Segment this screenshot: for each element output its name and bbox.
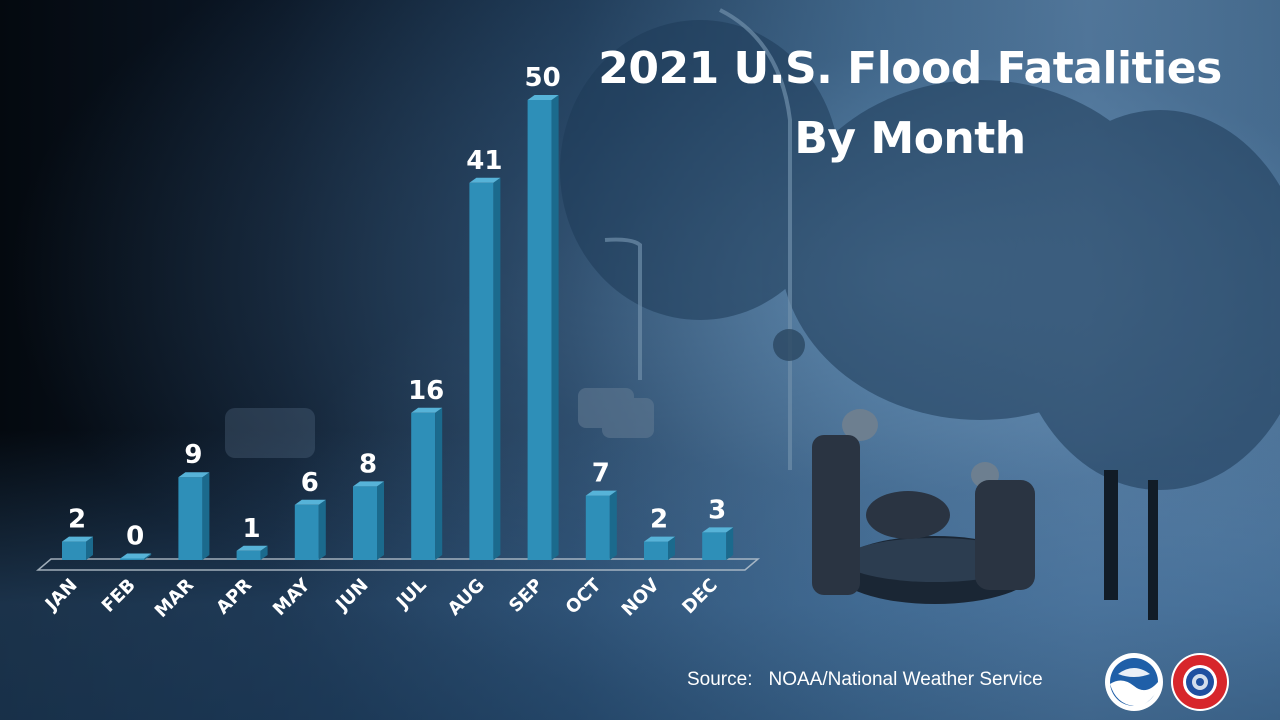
tick-label-sep: SEP: [505, 575, 547, 617]
value-label-jan: 2: [68, 505, 86, 535]
tick-label-nov: NOV: [618, 575, 664, 621]
tick-label-may: MAY: [269, 574, 315, 620]
noaa-logo: [1105, 653, 1163, 711]
bar-mar: [178, 472, 210, 560]
rescuers: [812, 409, 1035, 595]
chart-tick-labels: JAN FEB MAR APR MAY JUN JUL AUG SEP OCT NOV DEC: [40, 574, 722, 622]
value-label-feb: 0: [126, 522, 144, 552]
value-label-sep: 50: [525, 63, 561, 93]
bar-jun: [353, 481, 384, 560]
tick-label-aug: AUG: [444, 575, 489, 620]
tick-label-jul: JUL: [391, 575, 430, 614]
tick-label-jun: JUN: [331, 575, 373, 617]
nws-logo: [1171, 653, 1229, 711]
tick-label-apr: APR: [212, 575, 256, 619]
value-label-apr: 1: [243, 514, 261, 544]
source-value: NOAA/National Weather Service: [768, 669, 1043, 690]
bar-aug: [469, 177, 501, 561]
street-lamp: [604, 8, 792, 470]
tree-trunks: [1104, 470, 1158, 620]
chart-title-line2: By Month: [794, 113, 1026, 164]
tick-label-oct: OCT: [562, 574, 606, 618]
bar-may: [294, 499, 326, 560]
value-label-aug: 41: [466, 146, 502, 176]
tick-label-jan: JAN: [40, 575, 82, 617]
value-label-nov: 2: [650, 505, 668, 535]
value-label-may: 6: [301, 468, 319, 498]
bar-jul: [411, 407, 443, 560]
value-label-oct: 7: [592, 459, 610, 489]
value-label-jun: 8: [359, 449, 377, 479]
bar-jan: [62, 536, 93, 560]
bar-oct: [585, 490, 617, 560]
bar-sep: [527, 95, 559, 560]
chart-floor: [35, 558, 761, 571]
chart-title-line1: 2021 U.S. Flood Fatalities: [598, 43, 1222, 94]
bar-feb: [120, 553, 152, 560]
bar-dec: [702, 527, 734, 560]
round-sign: [773, 329, 805, 361]
source-label: Source:: [687, 669, 753, 690]
value-label-jul: 16: [408, 376, 444, 406]
tree-silhouettes: [560, 20, 1280, 490]
value-label-dec: 3: [708, 495, 726, 525]
source-credit: Source: NOAA/National Weather Service: [687, 669, 1043, 691]
chart-bars: [62, 95, 734, 561]
value-label-mar: 9: [184, 440, 202, 470]
tick-label-dec: DEC: [678, 575, 721, 618]
bar-nov: [644, 536, 675, 560]
tick-label-feb: FEB: [98, 575, 140, 617]
bar-apr: [236, 545, 268, 560]
floodwater-overlay: [0, 430, 1280, 720]
parked-cars: [225, 388, 654, 458]
tick-label-mar: MAR: [151, 575, 198, 622]
